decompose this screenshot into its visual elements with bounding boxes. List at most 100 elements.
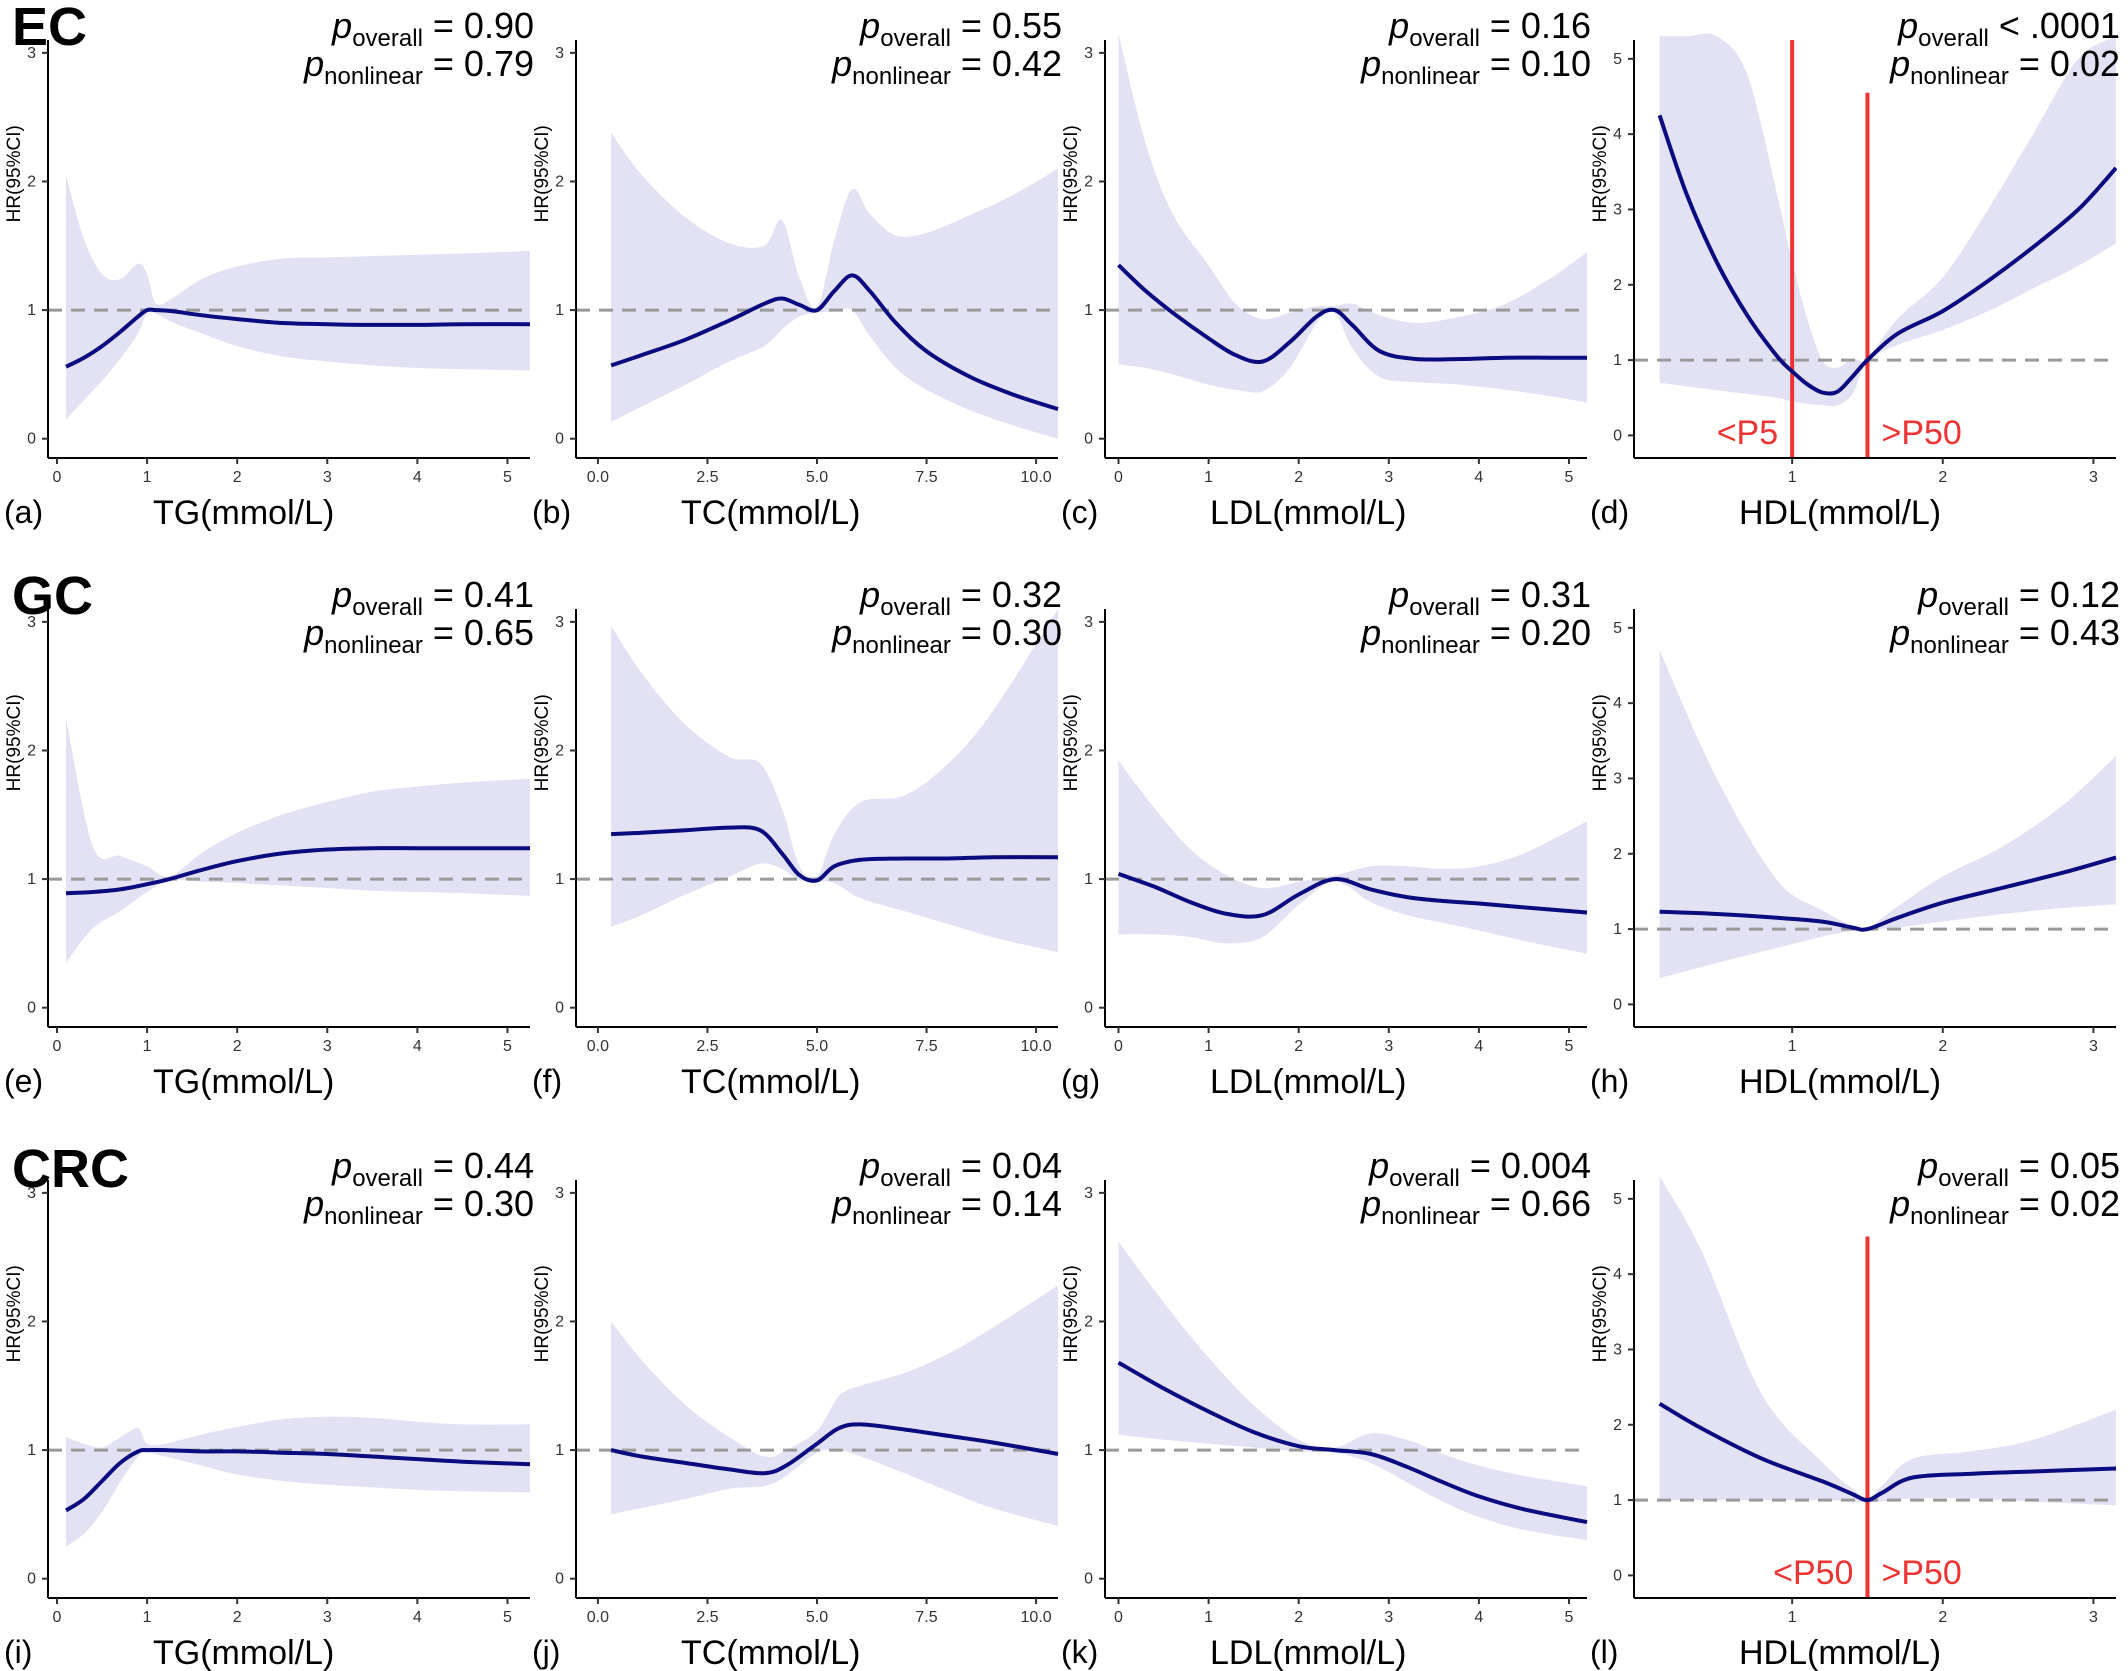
x-tick-label: 5 [1565,1038,1574,1055]
hr-curve [611,825,1059,883]
y-tick-label: 2 [27,742,36,759]
p-nonlinear-text: pnonlinear = 0.65 [303,612,534,659]
x-tick-label: 4 [1474,469,1483,486]
panel-tag: (k) [1061,1634,1098,1670]
x-tick-label: 2 [1294,469,1303,486]
x-axis-label: TC(mmol/L) [681,494,860,532]
y-tick-label: 0 [1613,1567,1622,1584]
y-tick-label: 0 [1084,1571,1093,1588]
p-overall-text: poverall = 0.41 [331,574,534,621]
x-tick-label: 0 [1114,1609,1123,1626]
row-label-crc: CRC [12,1139,129,1199]
p-overall-text: poverall = 0.05 [1917,1145,2120,1192]
x-tick-label: 2 [233,1038,242,1055]
x-tick-label: 2 [1294,1609,1303,1626]
y-tick-label: 0 [1613,427,1622,444]
y-tick-label: 1 [1613,921,1622,938]
p-overall-text: poverall = 0.44 [331,1145,534,1192]
y-tick-label: 2 [27,1313,36,1330]
x-tick-label: 1 [1204,1609,1213,1626]
y-tick-label: 0 [27,1571,36,1588]
x-tick-label: 2.5 [696,1038,718,1055]
y-tick-label: 3 [27,1185,36,1202]
x-tick-label: 5.0 [806,469,828,486]
p-overall-text: poverall = 0.32 [859,574,1062,621]
x-tick-label: 0 [1114,469,1123,486]
panel-j: 0 1 2 3 0.0 2.5 5.0 7.5 10.0 HR(95%CI) (j) TC(mmol/… [532,1145,1062,1671]
hr-curve [1659,855,2117,932]
y-axis-label: HR(95%CI) [1590,1265,1611,1362]
panel-grid: 0 1 2 3 0 1 2 3 4 5 HR(95%CI) (a) TG(mmol/L) poverall… [4,5,2120,1671]
p-nonlinear-text: pnonlinear = 0.30 [831,612,1062,659]
x-tick-label: 1 [1204,1038,1213,1055]
x-tick-label: 0.0 [587,1609,609,1626]
x-axis-label: LDL(mmol/L) [1210,494,1406,532]
y-tick-label: 1 [27,1442,36,1459]
x-tick-label: 5.0 [806,1609,828,1626]
y-tick-label: 0 [27,431,36,448]
x-tick-label: 3 [2089,1609,2098,1626]
y-axis-label: HR(95%CI) [1590,694,1611,791]
panel-tag: (d) [1590,494,1629,530]
ci-band [611,609,1058,953]
x-tick-label: 4 [413,1609,422,1626]
x-tick-label: 1 [143,1609,152,1626]
x-tick-label: 2.5 [696,469,718,486]
y-tick-label: 4 [1613,695,1622,712]
y-axis-label: HR(95%CI) [1061,694,1082,791]
cutpoint-label: <P5 [1717,414,1778,452]
x-axis-label: LDL(mmol/L) [1210,1063,1406,1101]
ci-band [66,1416,530,1547]
x-tick-label: 7.5 [915,469,937,486]
y-tick-label: 1 [1084,302,1093,319]
y-tick-label: 3 [1084,614,1093,631]
x-tick-label: 10.0 [1021,1609,1052,1626]
x-tick-label: 4 [413,1038,422,1055]
panel-tag: (c) [1061,494,1098,530]
x-tick-label: 2 [1938,1609,1947,1626]
y-tick-label: 1 [27,871,36,888]
hr-curve [1658,1401,2117,1503]
y-tick-label: 0 [27,1000,36,1017]
p-nonlinear-text: pnonlinear = 0.79 [303,43,534,90]
x-tick-label: 1 [1788,469,1797,486]
y-tick-label: 1 [1084,1442,1093,1459]
x-tick-label: 2 [1938,1038,1947,1055]
x-tick-label: 0 [53,1609,62,1626]
y-axis-label: HR(95%CI) [532,125,553,222]
x-tick-label: 1 [1788,1609,1797,1626]
p-nonlinear-text: pnonlinear = 0.42 [831,43,1062,90]
y-tick-label: 4 [1613,126,1622,143]
p-nonlinear-text: pnonlinear = 0.30 [303,1183,534,1230]
y-axis-label: HR(95%CI) [1590,125,1611,222]
x-tick-label: 1 [1788,1038,1797,1055]
x-tick-label: 1 [1204,469,1213,486]
panel-e: 0 1 2 3 0 1 2 3 4 5 HR(95%CI) (e) TG(mmol/L) poverall… [4,574,534,1101]
y-tick-label: 1 [555,871,564,888]
panel-tag: (a) [4,494,43,530]
x-axis-label: HDL(mmol/L) [1739,1063,1941,1101]
panel-a: 0 1 2 3 0 1 2 3 4 5 HR(95%CI) (a) TG(mmol/L) poverall… [4,5,534,532]
x-tick-label: 1 [143,1038,152,1055]
y-axis-label: HR(95%CI) [532,694,553,791]
p-overall-text: poverall = 0.90 [331,5,534,52]
p-nonlinear-text: pnonlinear = 0.10 [1360,43,1591,90]
x-tick-label: 5 [1565,1609,1574,1626]
x-axis-label: TG(mmol/L) [153,494,334,532]
panel-k: 0 1 2 3 0 1 2 3 4 5 HR(95%CI) (k) LDL(mmol/L) poveral… [1061,1145,1591,1671]
y-tick-label: 5 [1613,51,1622,68]
x-tick-label: 3 [323,1609,332,1626]
y-tick-label: 1 [555,1442,564,1459]
x-tick-label: 10.0 [1021,1038,1052,1055]
y-axis-label: HR(95%CI) [532,1265,553,1362]
ci-band [1118,1241,1587,1541]
panel-g: 0 1 2 3 0 1 2 3 4 5 HR(95%CI) (g) LDL(mmol/L) poveral… [1061,574,1591,1101]
cutpoint-label: >P50 [1881,1554,1961,1592]
y-axis-label: HR(95%CI) [1061,125,1082,222]
x-tick-label: 0.0 [587,1038,609,1055]
x-tick-label: 0.0 [587,469,609,486]
cutpoint-label: <P50 [1773,1554,1853,1592]
y-tick-label: 3 [1613,770,1622,787]
